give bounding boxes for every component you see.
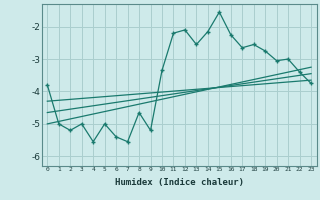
X-axis label: Humidex (Indice chaleur): Humidex (Indice chaleur) (115, 178, 244, 187)
